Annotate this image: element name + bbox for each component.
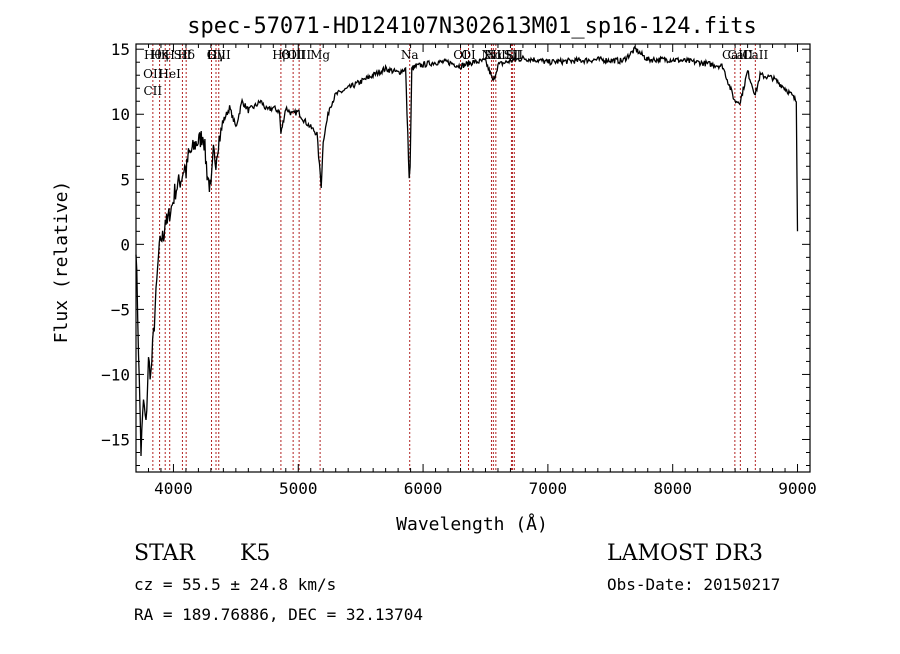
line-label: Hθ <box>144 48 162 62</box>
axis-ticks: 4000 5000 6000 7000 8000 9000 −15 −10 −5 0 5 10 15 <box>101 40 817 498</box>
line-label: Hβ <box>272 48 289 62</box>
line-label: OIII <box>281 48 305 62</box>
x-tick-label: 8000 <box>653 479 692 498</box>
y-axis-label: Flux (relative) <box>51 181 72 344</box>
object-class: STAR <box>134 541 196 566</box>
y-tick-label: −5 <box>111 300 130 319</box>
line-label: Hγ <box>207 48 225 62</box>
line-label: K <box>161 48 171 62</box>
line-label: Na <box>401 48 419 62</box>
line-label: G <box>207 48 217 62</box>
line-label: Hη <box>151 48 169 62</box>
x-axis-label: Wavelength (Å) <box>396 513 548 535</box>
object-subclass: K5 <box>240 541 270 566</box>
line-label: OIII <box>287 48 311 62</box>
x-tick-label: 4000 <box>154 479 193 498</box>
y-tick-label: 15 <box>111 40 130 59</box>
line-label: Hδ <box>177 48 195 62</box>
line-label: H <box>164 48 174 62</box>
y-tick-label: 5 <box>120 170 130 189</box>
redshift-cz: cz = 55.5 ± 24.8 km/s <box>134 575 336 594</box>
chart-title: spec-57071-HD124107N302613M01_sp16-124.f… <box>187 14 757 39</box>
y-tick-label: 0 <box>120 235 130 254</box>
observation-date: Obs-Date: 20150217 <box>607 575 780 594</box>
x-tick-label: 7000 <box>529 479 568 498</box>
line-label: CII <box>144 84 163 98</box>
ra-dec-coordinates: RA = 189.76886, DEC = 32.13704 <box>134 605 423 624</box>
line-label: SII <box>174 48 192 62</box>
line-label: CaII <box>742 48 768 62</box>
line-label: CaII <box>722 48 748 62</box>
x-tick-label: 5000 <box>279 479 318 498</box>
line-label: OII <box>143 67 163 81</box>
line-label: HeI <box>159 67 182 81</box>
plot-frame <box>135 43 811 473</box>
x-tick-label: 6000 <box>404 479 443 498</box>
spectral-line-markers <box>152 44 756 472</box>
line-label: Hα <box>484 48 503 62</box>
line-label: Mg <box>310 48 330 62</box>
survey-name: LAMOST DR3 <box>607 541 763 566</box>
line-label: OI <box>461 48 476 62</box>
line-label: NII <box>486 48 506 62</box>
y-tick-label: −15 <box>101 430 130 449</box>
line-label: NII <box>481 48 501 62</box>
line-label: OI <box>453 48 468 62</box>
line-label: CaII <box>727 48 753 62</box>
x-tick-label: 9000 <box>778 479 817 498</box>
line-label: Li <box>506 48 518 62</box>
line-label: OIII <box>207 48 231 62</box>
y-tick-label: 10 <box>111 105 130 124</box>
spectrum-series-line <box>135 45 799 457</box>
y-tick-label: −10 <box>101 365 130 384</box>
